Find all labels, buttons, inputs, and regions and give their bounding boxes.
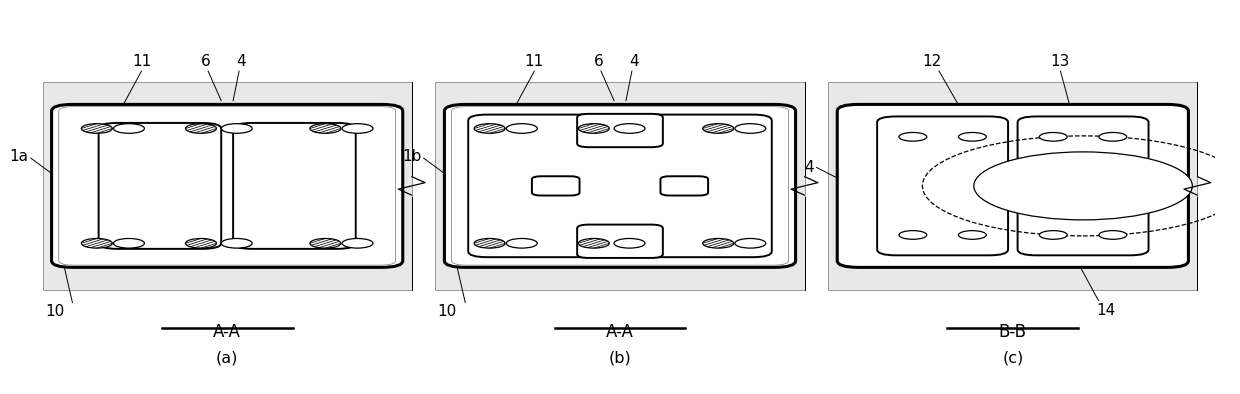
Circle shape [221, 124, 252, 133]
Circle shape [82, 238, 113, 248]
Circle shape [578, 124, 609, 133]
Text: 11: 11 [131, 54, 151, 69]
Circle shape [114, 238, 144, 248]
Text: 1a: 1a [10, 149, 29, 164]
Circle shape [973, 152, 1193, 220]
Circle shape [959, 132, 986, 141]
Text: A-A: A-A [213, 323, 241, 341]
Circle shape [221, 238, 252, 248]
Circle shape [899, 230, 926, 239]
Circle shape [310, 238, 341, 248]
Bar [42, 82, 412, 290]
Circle shape [614, 124, 645, 133]
Bar [435, 82, 805, 290]
Text: 10: 10 [45, 305, 64, 320]
Text: 12: 12 [923, 54, 941, 69]
FancyBboxPatch shape [233, 123, 356, 249]
Circle shape [186, 124, 217, 133]
Circle shape [506, 124, 537, 133]
Circle shape [310, 124, 341, 133]
FancyBboxPatch shape [52, 104, 403, 268]
Circle shape [614, 238, 645, 248]
Text: (a): (a) [216, 351, 238, 366]
Circle shape [82, 124, 113, 133]
FancyBboxPatch shape [837, 104, 1188, 268]
FancyBboxPatch shape [532, 176, 579, 195]
Text: B-B: B-B [999, 323, 1027, 341]
Text: (c): (c) [1002, 351, 1023, 366]
Circle shape [342, 124, 373, 133]
Circle shape [474, 238, 505, 248]
FancyBboxPatch shape [877, 117, 1008, 255]
Text: 4: 4 [630, 54, 639, 69]
FancyBboxPatch shape [661, 176, 708, 195]
Circle shape [578, 238, 609, 248]
Circle shape [1099, 132, 1127, 141]
Circle shape [735, 124, 766, 133]
Text: 6: 6 [201, 54, 211, 69]
Text: (b): (b) [609, 351, 631, 366]
Circle shape [186, 238, 217, 248]
Text: 1b: 1b [402, 149, 422, 164]
Text: 10: 10 [438, 305, 458, 320]
Circle shape [899, 132, 926, 141]
Bar [828, 82, 1198, 290]
Circle shape [1039, 230, 1068, 239]
Text: 14: 14 [1096, 303, 1116, 318]
Text: 11: 11 [525, 54, 544, 69]
FancyBboxPatch shape [99, 123, 221, 249]
Circle shape [703, 124, 734, 133]
Circle shape [506, 238, 537, 248]
FancyBboxPatch shape [577, 225, 663, 258]
FancyBboxPatch shape [577, 114, 663, 147]
FancyBboxPatch shape [469, 115, 771, 257]
Text: 4: 4 [805, 160, 813, 175]
Text: 4: 4 [237, 54, 247, 69]
Text: 6: 6 [594, 54, 604, 69]
Circle shape [703, 238, 734, 248]
Circle shape [474, 124, 505, 133]
Circle shape [114, 124, 144, 133]
FancyBboxPatch shape [444, 104, 796, 268]
Circle shape [959, 230, 986, 239]
Text: 13: 13 [1050, 54, 1070, 69]
Circle shape [735, 238, 766, 248]
FancyBboxPatch shape [1018, 117, 1148, 255]
Circle shape [1099, 230, 1127, 239]
Circle shape [342, 238, 373, 248]
Text: A-A: A-A [606, 323, 634, 341]
Circle shape [1039, 132, 1068, 141]
